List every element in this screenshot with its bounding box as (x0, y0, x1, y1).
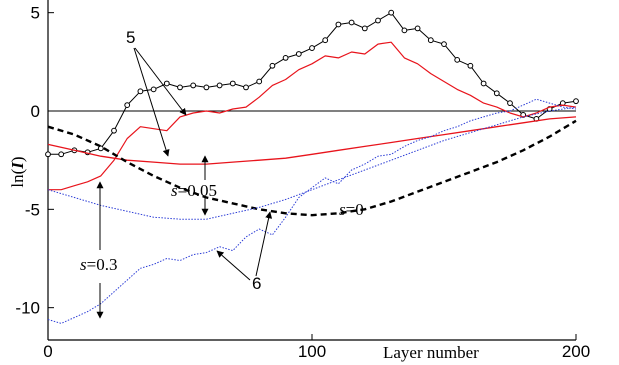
data-point (441, 41, 447, 48)
data-point (401, 27, 408, 34)
data-point (45, 151, 51, 158)
data-point (454, 56, 461, 63)
annotation-s-005: s=0.05 (171, 181, 217, 200)
data-point (150, 86, 157, 93)
annotation-s-0: s=0 (339, 200, 364, 219)
arrow-6-lower (216, 250, 251, 281)
annotations-layer: 5 6 s=0.05 s=0 s=0.3 (80, 28, 364, 319)
data-point (335, 21, 342, 28)
series-line-red-solid-smooth (47, 116, 577, 165)
y-tick-label: -5 (25, 200, 40, 219)
series-layer (45, 9, 579, 324)
arrow-6-upper (255, 211, 273, 277)
data-point (414, 25, 421, 32)
axes: 0 100 200 5 0 -5 -10 (15, 0, 590, 361)
data-point (137, 88, 144, 95)
data-point (375, 17, 381, 24)
data-point (507, 100, 513, 107)
data-point (124, 102, 131, 108)
series-line-blue-dotted-jagged (47, 98, 577, 324)
y-axis-label: ln(I) (8, 156, 27, 187)
data-point (229, 80, 236, 87)
annotation-5: 5 (126, 28, 135, 47)
data-point (295, 51, 302, 57)
data-point (216, 82, 223, 89)
data-point (203, 84, 210, 91)
data-point (467, 62, 474, 69)
series-line-red-solid-jagged (48, 41, 577, 191)
series-line-black-dashed (47, 119, 577, 217)
data-point (177, 84, 183, 91)
data-point (348, 19, 355, 26)
annotation-6: 6 (252, 274, 261, 293)
arrow-5-to-smooth (133, 47, 170, 157)
data-point (361, 25, 368, 32)
data-point (282, 55, 289, 61)
data-point (243, 84, 249, 91)
data-point (256, 78, 263, 85)
data-point (269, 62, 276, 69)
data-point (573, 98, 579, 105)
x-axis-label: Layer number (383, 343, 479, 362)
data-point (111, 127, 117, 134)
data-point (309, 45, 315, 51)
x-tick-label: 0 (43, 342, 52, 361)
data-point (427, 37, 434, 44)
data-point (388, 9, 395, 16)
y-tick-label: 0 (31, 102, 40, 121)
data-point (493, 90, 500, 97)
arrow-5-to-jagged (134, 47, 187, 116)
x-tick-label: 100 (298, 342, 326, 361)
y-tick-label: -10 (15, 299, 40, 318)
x-tick-label: 200 (562, 342, 590, 361)
data-point (190, 82, 197, 89)
y-tick-label: 5 (31, 4, 40, 23)
series-line-blue-dotted-smooth (47, 106, 577, 220)
data-point (322, 37, 329, 44)
annotation-s-03: s=0.3 (80, 255, 117, 274)
data-point (58, 151, 65, 158)
data-point (480, 80, 487, 87)
data-point (163, 80, 170, 87)
